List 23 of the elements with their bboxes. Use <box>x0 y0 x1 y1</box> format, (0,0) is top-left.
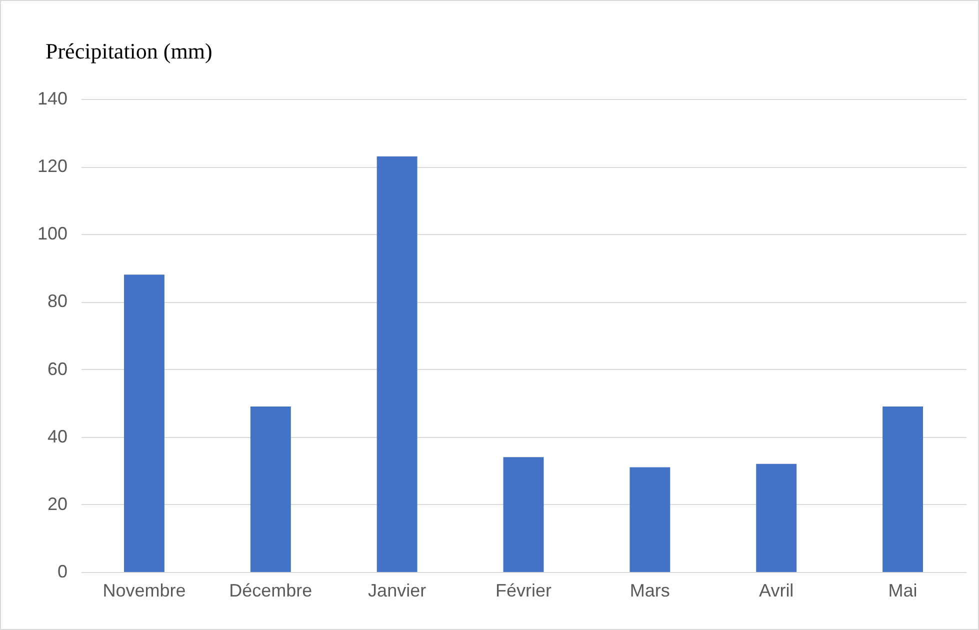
bar <box>250 406 291 572</box>
x-tick-label: Avril <box>759 580 794 600</box>
bar <box>376 156 418 572</box>
y-tick-label: 40 <box>47 426 68 446</box>
bar <box>124 274 164 572</box>
y-tick-label: 60 <box>47 358 68 379</box>
x-tick-label: Mai <box>888 580 918 600</box>
bar <box>882 406 924 572</box>
y-axis-title: Précipitation (mm) <box>46 38 212 64</box>
bar <box>503 457 544 572</box>
bar <box>630 467 670 572</box>
y-tick-label: 140 <box>37 88 68 108</box>
y-tick-label: 0 <box>57 562 68 582</box>
bar <box>756 464 797 572</box>
x-tick-label: Novembre <box>102 580 186 600</box>
x-tick-label: Février <box>495 580 552 600</box>
y-tick-label: 80 <box>47 291 68 312</box>
y-tick-label: 120 <box>37 156 68 176</box>
y-tick-label: 100 <box>37 224 68 244</box>
x-tick-label: Décembre <box>229 580 312 600</box>
y-tick-label: 20 <box>47 494 68 514</box>
x-tick-label: Mars <box>630 580 670 600</box>
x-tick-label: Janvier <box>368 580 426 600</box>
